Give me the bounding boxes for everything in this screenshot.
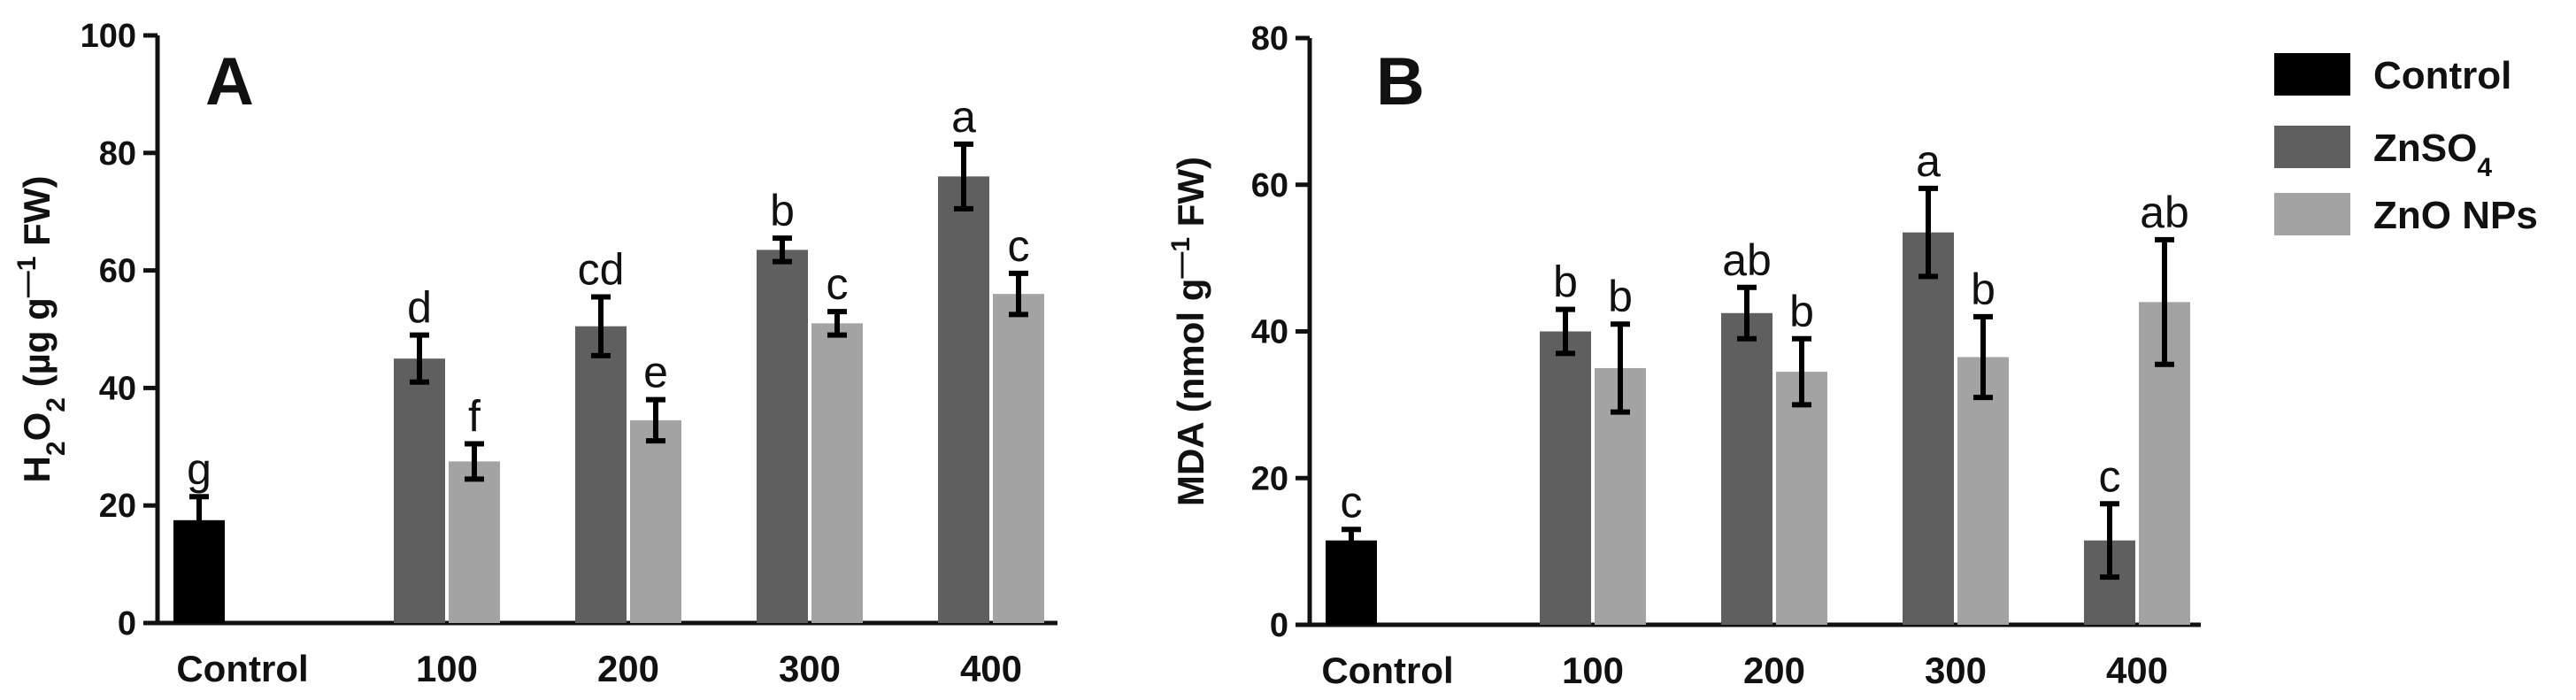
bar-znso4: [1903, 232, 1954, 625]
legend-swatch-znso4: [2274, 126, 2350, 168]
y-label-part: H: [16, 456, 58, 482]
bar-zno-nps: [449, 461, 500, 623]
significance-letter: g: [187, 444, 211, 494]
x-tick-label: 200: [597, 648, 659, 689]
significance-letter: e: [643, 348, 668, 397]
bar-znso4: [757, 250, 808, 623]
legend-label-subscript: 4: [2477, 153, 2492, 182]
panel-label: B: [1376, 44, 1425, 119]
legend-label: ZnSO4: [2373, 127, 2492, 182]
significance-letter: a: [951, 92, 976, 142]
legend-label: Control: [2373, 54, 2511, 97]
legend-label-text: ZnSO: [2373, 127, 2477, 170]
significance-letter: b: [1608, 272, 1633, 321]
y-label-part: O: [16, 412, 58, 442]
y-tick-label: 20: [1251, 460, 1288, 497]
significance-letter: a: [1916, 136, 1941, 186]
y-label-part: FW): [1170, 157, 1211, 237]
x-tick-label: Control: [176, 648, 308, 689]
significance-letter: b: [770, 186, 795, 235]
y-tick-label: 80: [1251, 20, 1288, 58]
y-tick-label: 60: [99, 253, 136, 290]
bar-zno-nps: [630, 419, 681, 623]
significance-letter: c: [1341, 477, 1363, 527]
significance-letter: ab: [1722, 235, 1772, 285]
y-tick-label: 20: [99, 488, 136, 525]
legend-label-text: Control: [2373, 54, 2511, 97]
bar-zno-nps: [811, 323, 863, 623]
y-axis-label: H2O2 (µg g—1 FW): [12, 176, 71, 483]
bar-znso4: [938, 176, 989, 624]
bar-zno-nps: [1957, 357, 2009, 625]
bar-znso4: [1721, 312, 1772, 625]
significance-letter: ab: [2140, 188, 2189, 237]
y-tick-label: 80: [99, 135, 136, 173]
y-label-subscript: 2: [42, 397, 71, 412]
bar-zno-nps: [1776, 372, 1827, 625]
significance-letter: c: [827, 259, 849, 309]
legend: Control ZnSO4 ZnO NPs: [2274, 53, 2538, 237]
panel-label: A: [205, 44, 254, 119]
y-label-subscript: 2: [42, 441, 71, 456]
legend-swatch-zno-nps: [2274, 193, 2350, 235]
y-tick-label: 0: [118, 605, 136, 642]
y-tick-label: 0: [1270, 607, 1288, 644]
significance-letter: b: [1553, 258, 1578, 307]
y-label-part: (µg g: [16, 297, 58, 397]
y-label-part: (nmol g: [1170, 279, 1211, 423]
significance-letter: f: [468, 391, 481, 441]
x-tick-label: 300: [779, 648, 841, 689]
significance-letter: c: [2099, 451, 2121, 501]
x-tick-label: 300: [1925, 650, 1987, 691]
bar-zno-nps: [993, 294, 1044, 623]
y-label-superscript: —1: [12, 257, 42, 298]
x-tick-label: 100: [1562, 650, 1624, 691]
y-tick-label: 100: [81, 18, 136, 55]
bar-znso4: [1540, 331, 1591, 625]
bar-znso4: [575, 326, 627, 623]
y-tick-label: 40: [99, 370, 136, 407]
y-axis-label: MDA (nmol g—1 FW): [1166, 157, 1212, 506]
bar-control: [1326, 540, 1377, 625]
x-tick-label: 400: [960, 648, 1022, 689]
x-tick-label: 400: [2106, 650, 2168, 691]
y-tick-label: 60: [1251, 167, 1288, 204]
significance-letter: c: [1008, 221, 1030, 271]
legend-label: ZnO NPs: [2373, 194, 2538, 237]
x-tick-label: Control: [1321, 650, 1453, 691]
significance-letter: b: [1971, 265, 1995, 314]
bar-znso4: [394, 358, 445, 623]
significance-letter: d: [407, 283, 432, 333]
y-label-part: MDA: [1170, 422, 1211, 506]
x-tick-label: 200: [1743, 650, 1805, 691]
x-tick-label: 100: [416, 648, 478, 689]
y-label-superscript: —1: [1166, 237, 1196, 279]
significance-letter: cd: [578, 244, 625, 294]
y-label-part: FW): [16, 176, 58, 257]
legend-swatch-control: [2274, 53, 2350, 96]
legend-label-text: ZnO NPs: [2373, 194, 2538, 237]
y-tick-label: 40: [1251, 314, 1288, 351]
significance-letter: b: [1789, 287, 1814, 336]
